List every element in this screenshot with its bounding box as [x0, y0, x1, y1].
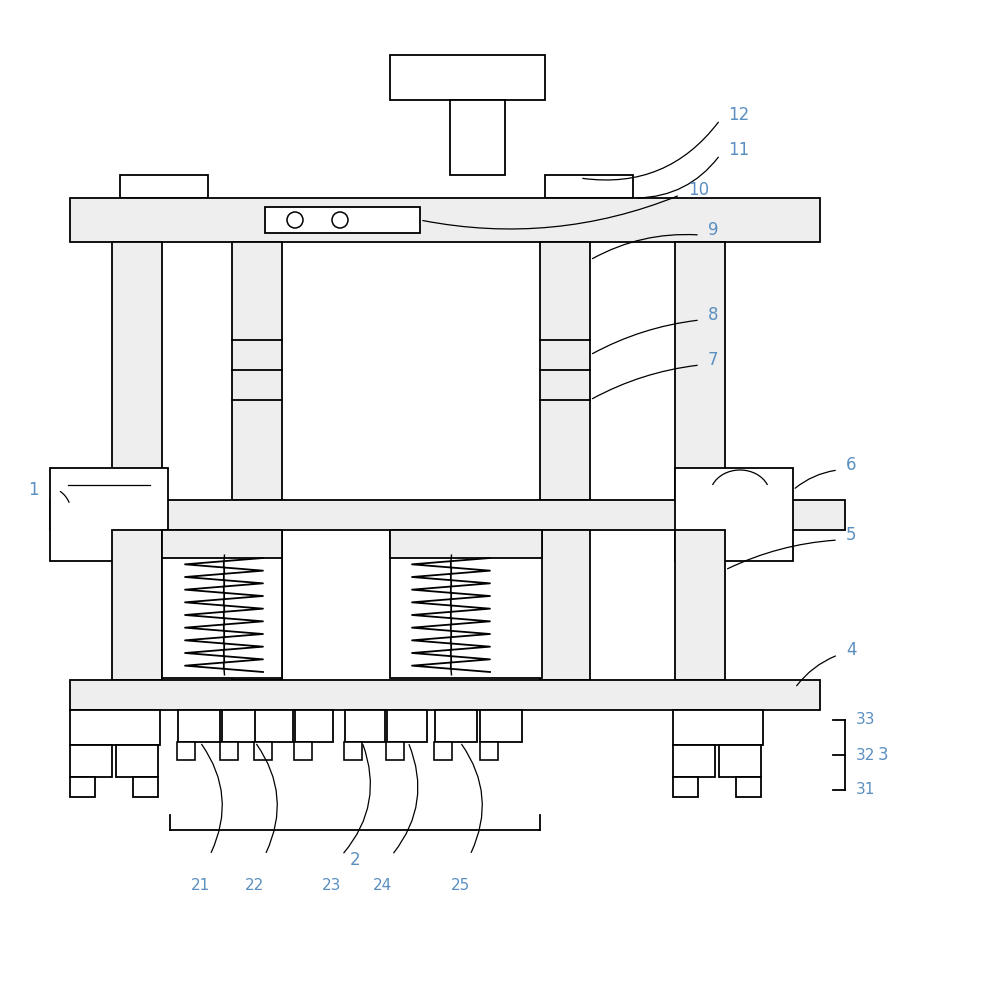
Bar	[736, 777, 761, 797]
Bar	[450, 100, 505, 175]
Text: 2: 2	[350, 851, 361, 869]
Bar	[435, 710, 477, 742]
Text: 25: 25	[450, 878, 470, 892]
Bar	[390, 55, 545, 100]
Text: 31: 31	[856, 782, 876, 798]
Bar	[344, 742, 362, 760]
Bar	[434, 742, 452, 760]
Bar	[545, 175, 633, 198]
Bar	[540, 242, 590, 500]
Bar	[70, 198, 820, 242]
Bar	[387, 710, 427, 742]
Bar	[232, 242, 282, 500]
Bar	[50, 500, 845, 530]
Bar	[675, 242, 725, 500]
Bar	[390, 530, 542, 678]
Bar	[254, 742, 272, 760]
Bar	[673, 777, 698, 797]
Bar	[673, 745, 715, 777]
Bar	[255, 710, 293, 742]
Bar	[232, 530, 282, 680]
Bar	[222, 710, 264, 742]
Bar	[178, 710, 220, 742]
Bar	[50, 468, 168, 561]
Bar	[294, 742, 312, 760]
Text: 9: 9	[708, 221, 718, 239]
Bar	[386, 742, 404, 760]
Bar	[116, 745, 158, 777]
Text: 1: 1	[28, 481, 38, 499]
Bar	[265, 207, 420, 233]
Bar	[112, 530, 162, 680]
Bar	[540, 530, 590, 680]
Text: 5: 5	[846, 526, 857, 544]
Bar	[480, 742, 498, 760]
Text: 8: 8	[708, 306, 718, 324]
Bar	[112, 242, 162, 500]
Text: 33: 33	[856, 712, 876, 728]
Bar	[673, 710, 763, 745]
Text: 12: 12	[728, 106, 750, 124]
Bar	[295, 710, 333, 742]
Text: 22: 22	[245, 878, 265, 892]
Bar	[70, 745, 112, 777]
Text: 23: 23	[322, 878, 342, 892]
Text: 10: 10	[688, 181, 709, 199]
Bar	[120, 175, 208, 198]
Bar	[675, 530, 725, 680]
Bar	[70, 680, 820, 710]
Bar	[70, 710, 160, 745]
Text: 21: 21	[190, 878, 210, 892]
Text: 7: 7	[708, 351, 718, 369]
Bar	[133, 777, 158, 797]
Text: 6: 6	[846, 456, 857, 474]
Bar	[177, 742, 195, 760]
Bar	[220, 742, 238, 760]
Bar	[719, 745, 761, 777]
Bar	[70, 777, 95, 797]
Text: 4: 4	[846, 641, 857, 659]
Text: 24: 24	[372, 878, 392, 892]
Bar	[390, 530, 542, 558]
Bar	[480, 710, 522, 742]
Text: 32: 32	[856, 748, 876, 762]
Text: 3: 3	[878, 746, 888, 764]
Bar	[675, 468, 793, 561]
Bar	[162, 530, 282, 558]
Bar	[345, 710, 385, 742]
Text: 11: 11	[728, 141, 750, 159]
Bar	[162, 530, 282, 678]
